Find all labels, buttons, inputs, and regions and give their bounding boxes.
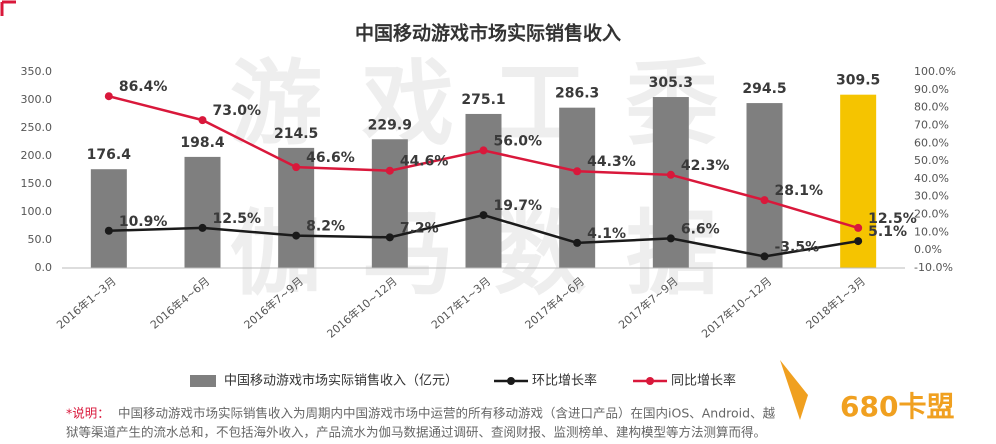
- logo-text: 680卡盟: [840, 390, 954, 423]
- value-label: 12.5%: [213, 211, 262, 227]
- y2-tick-label: -10.0%: [914, 261, 953, 274]
- line-marker: [292, 231, 301, 240]
- y2-tick-label: 90.0%: [914, 83, 949, 96]
- value-label: 8.2%: [306, 219, 345, 235]
- bar: [746, 103, 783, 268]
- line-marker: [479, 146, 488, 155]
- x-tick-label: 2016年1~3月: [54, 274, 119, 332]
- bar: [465, 113, 502, 268]
- value-label: 176.4: [87, 147, 132, 163]
- line-marker: [198, 116, 207, 125]
- y2-tick-label: 80.0%: [914, 101, 949, 114]
- value-label: 275.1: [461, 92, 505, 108]
- bar: [90, 169, 127, 268]
- y2-tick-label: 40.0%: [914, 172, 949, 185]
- line-marker: [666, 170, 675, 179]
- y2-tick-label: 30.0%: [914, 190, 949, 203]
- line-marker: [479, 211, 488, 220]
- y-tick-label: 350.0: [21, 65, 53, 78]
- value-label: 5.1%: [868, 224, 907, 240]
- value-label: 305.3: [649, 75, 693, 91]
- y2-tick-label: 60.0%: [914, 136, 949, 149]
- value-label: 73.0%: [213, 103, 262, 119]
- value-label: 309.5: [836, 73, 880, 89]
- value-label: 46.6%: [306, 150, 355, 166]
- bar: [371, 139, 408, 268]
- legend-label: 环比增长率: [532, 373, 597, 389]
- value-label: 44.6%: [400, 154, 449, 170]
- line-marker: [385, 233, 394, 242]
- note-label: *说明：: [66, 406, 110, 421]
- y2-tick-label: 100.0%: [914, 65, 956, 78]
- y-tick-label: 100.0: [21, 205, 53, 218]
- value-label: 7.2%: [400, 220, 439, 236]
- y2-tick-label: 70.0%: [914, 118, 949, 131]
- x-tick-label: 2018年1~3月: [803, 274, 868, 332]
- y2-tick-label: 0.0%: [914, 243, 942, 256]
- line-marker: [573, 238, 582, 247]
- y2-tick-label: 20.0%: [914, 208, 949, 221]
- y-tick-label: 250.0: [21, 121, 53, 134]
- chart-title: 中国移动游戏市场实际销售收入: [355, 22, 621, 45]
- note-line: 中国移动游戏市场实际销售收入为周期内中国游戏市场中运营的所有移动游戏（含进口产品…: [118, 406, 776, 421]
- value-label: 19.7%: [494, 198, 543, 214]
- value-label: 198.4: [180, 135, 225, 151]
- logo: 680卡盟: [780, 360, 954, 423]
- line-marker: [573, 167, 582, 176]
- note-line: 狱等渠道产生的流水总和，不包括海外收入，产品流水为伽马数据通过调研、查阅财报、监…: [66, 425, 766, 440]
- value-label: 4.1%: [587, 226, 626, 242]
- legend-swatch: [646, 377, 655, 385]
- value-label: 12.5%: [868, 211, 917, 227]
- line-marker: [666, 234, 675, 243]
- legend-label: 同比增长率: [671, 373, 736, 389]
- legend-swatch: [507, 377, 516, 385]
- value-label: 42.3%: [681, 158, 730, 174]
- line-marker: [385, 166, 394, 175]
- y-tick-label: 300.0: [21, 93, 53, 106]
- plot: [90, 92, 877, 269]
- y-tick-label: 150.0: [21, 177, 53, 190]
- value-label: 6.6%: [681, 221, 720, 237]
- y-tick-label: 50.0: [28, 233, 53, 246]
- line-marker: [292, 163, 301, 172]
- value-label: -3.5%: [775, 239, 820, 255]
- y-tick-label: 0.0: [35, 261, 53, 274]
- value-label: 214.5: [274, 126, 318, 142]
- value-label: 28.1%: [775, 183, 824, 199]
- value-label: 86.4%: [119, 79, 168, 95]
- y2-tick-label: 10.0%: [914, 225, 949, 238]
- line-marker: [760, 196, 769, 205]
- value-label: 229.9: [368, 117, 412, 133]
- legend-swatch: [190, 375, 216, 387]
- y2-tick-label: 50.0%: [914, 154, 949, 167]
- value-label: 294.5: [742, 81, 786, 97]
- value-label: 286.3: [555, 86, 599, 102]
- logo-icon: [780, 360, 808, 420]
- line-marker: [760, 252, 769, 261]
- value-label: 56.0%: [494, 133, 543, 149]
- corner-mark: [0, 0, 16, 16]
- line-marker: [854, 237, 863, 246]
- line-marker: [198, 223, 207, 232]
- line-marker: [104, 92, 113, 101]
- bar: [184, 156, 221, 268]
- value-label: 10.9%: [119, 214, 168, 230]
- line-marker: [854, 223, 863, 232]
- value-label: 44.3%: [587, 154, 636, 170]
- y-tick-label: 200.0: [21, 149, 53, 162]
- x-tick-label: 2016年4~6月: [147, 274, 212, 332]
- line-marker: [104, 226, 113, 235]
- legend-label: 中国移动游戏市场实际销售收入（亿元）: [224, 373, 458, 389]
